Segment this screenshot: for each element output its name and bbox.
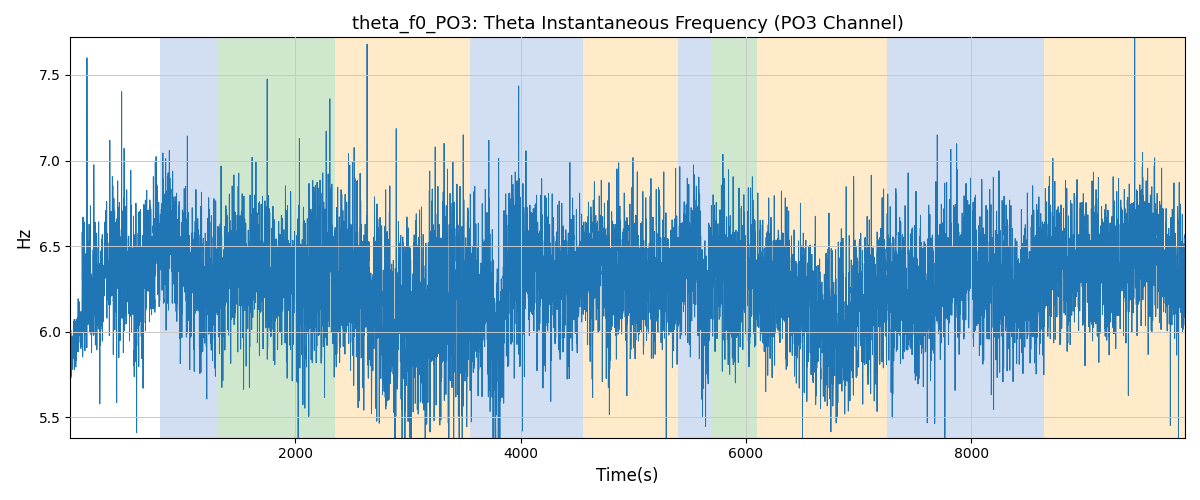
X-axis label: Time(s): Time(s): [596, 467, 659, 485]
Bar: [582, 38, 678, 438]
Title: theta_f0_PO3: Theta Instantaneous Frequency (PO3 Channel): theta_f0_PO3: Theta Instantaneous Freque…: [352, 15, 904, 34]
Bar: [757, 38, 887, 438]
Bar: [161, 38, 217, 438]
Bar: [712, 38, 757, 438]
Bar: [678, 38, 712, 438]
Y-axis label: Hz: Hz: [16, 227, 34, 248]
Bar: [887, 38, 920, 438]
Bar: [470, 38, 582, 438]
Bar: [217, 38, 335, 438]
Bar: [920, 38, 1044, 438]
Bar: [1044, 38, 1186, 438]
Bar: [335, 38, 470, 438]
